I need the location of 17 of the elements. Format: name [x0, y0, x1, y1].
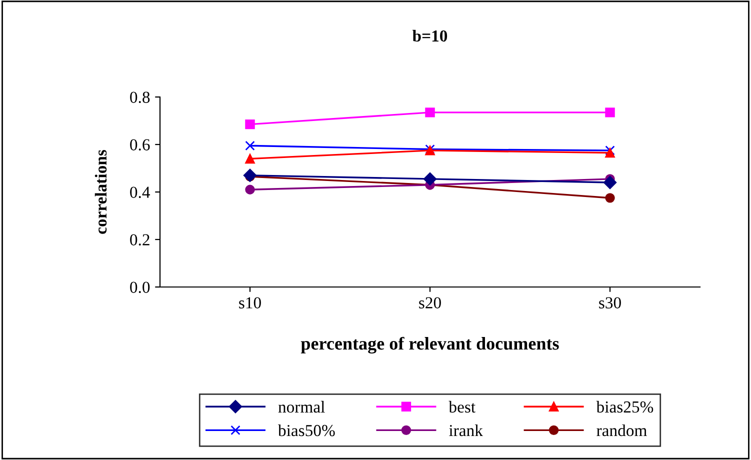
legend-label: irank — [449, 424, 483, 436]
legend-label: bias50% — [278, 424, 335, 436]
y-tick-label: 0.0 — [130, 282, 150, 294]
x-tick-label: s10 — [239, 297, 261, 308]
legend-label: normal — [278, 400, 325, 413]
y-tick-label: 0.6 — [130, 139, 150, 151]
y-axis-title: correlations — [94, 150, 107, 234]
y-tick-label: 0.2 — [130, 234, 150, 246]
legend-label: best — [448, 400, 476, 413]
legend-label: bias25% — [596, 400, 654, 413]
x-axis-title: percentage of relevant documents — [300, 336, 559, 354]
x-tick-label: s30 — [599, 297, 621, 308]
x-tick-label: s20 — [419, 297, 441, 308]
y-tick-label: 0.4 — [130, 186, 150, 198]
chart-title: b=10 — [412, 30, 448, 42]
legend-label: random — [596, 424, 647, 436]
y-tick-label: 0.8 — [130, 92, 150, 104]
